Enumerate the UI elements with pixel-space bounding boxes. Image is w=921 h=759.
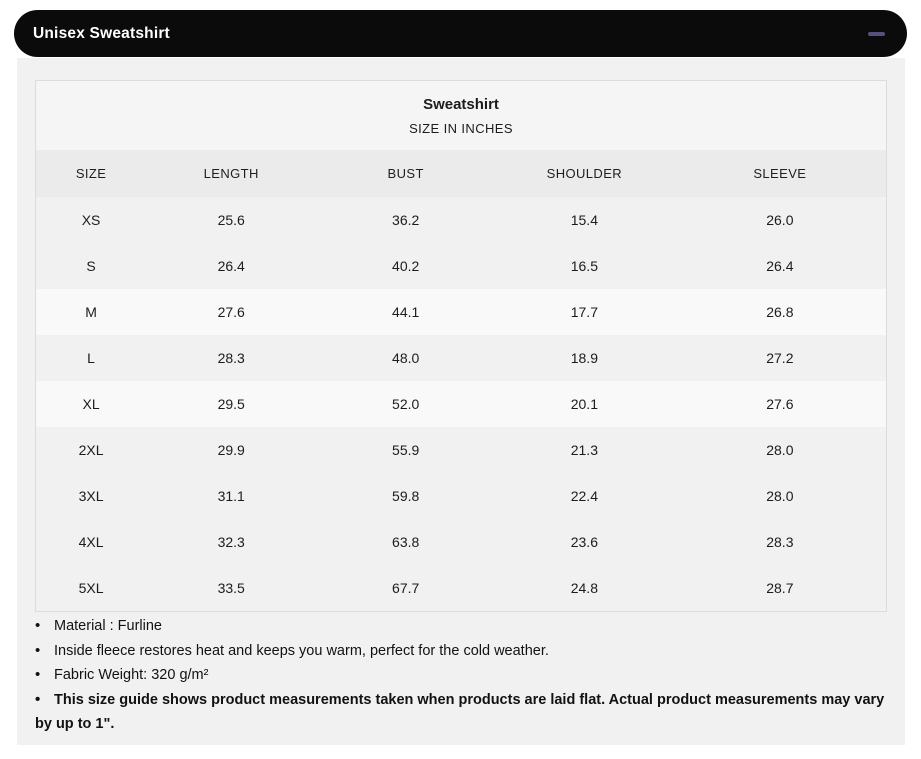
shoulder-cell: 22.4 bbox=[495, 473, 674, 519]
size-cell: M bbox=[35, 289, 147, 335]
accordion-title: Unisex Sweatshirt bbox=[33, 24, 170, 42]
size-row-m: M 27.6 44.1 17.7 26.8 bbox=[35, 289, 887, 335]
size-cell: XL bbox=[35, 381, 147, 427]
size-chart-table: Sweatshirt SIZE IN INCHES SIZE LENGTH BUST… bbox=[35, 80, 887, 612]
sleeve-cell: 28.3 bbox=[673, 519, 887, 565]
bust-cell: 44.1 bbox=[316, 289, 496, 335]
shoulder-cell: 23.6 bbox=[495, 519, 674, 565]
size-chart-panel: Sweatshirt SIZE IN INCHES SIZE LENGTH BUST… bbox=[17, 58, 905, 745]
table-title: Sweatshirt bbox=[423, 96, 499, 113]
column-header-sleeve: SLEEVE bbox=[673, 150, 887, 197]
size-cell: 4XL bbox=[35, 519, 147, 565]
bust-cell: 67.7 bbox=[316, 565, 496, 612]
size-row-3xl: 3XL 31.1 59.8 22.4 28.0 bbox=[35, 473, 887, 519]
size-cell: S bbox=[35, 243, 147, 289]
column-header-shoulder: SHOULDER bbox=[495, 150, 674, 197]
note-item: Fabric Weight: 320 g/m² bbox=[35, 663, 887, 688]
length-cell: 29.5 bbox=[146, 381, 317, 427]
size-cell: 3XL bbox=[35, 473, 147, 519]
bust-cell: 63.8 bbox=[316, 519, 496, 565]
sleeve-cell: 26.0 bbox=[673, 197, 887, 243]
bust-cell: 40.2 bbox=[316, 243, 496, 289]
note-item: This size guide shows product measuremen… bbox=[35, 688, 887, 737]
sleeve-cell: 28.0 bbox=[673, 473, 887, 519]
table-header-row: SIZE LENGTH BUST SHOULDER SLEEVE bbox=[35, 150, 887, 197]
column-header-bust: BUST bbox=[316, 150, 496, 197]
length-cell: 28.3 bbox=[146, 335, 317, 381]
table-title-row: Sweatshirt SIZE IN INCHES bbox=[35, 80, 887, 150]
sleeve-cell: 26.4 bbox=[673, 243, 887, 289]
column-header-length: LENGTH bbox=[146, 150, 317, 197]
note-item: Inside fleece restores heat and keeps yo… bbox=[35, 639, 887, 664]
sleeve-cell: 27.2 bbox=[673, 335, 887, 381]
size-cell: XS bbox=[35, 197, 147, 243]
bust-cell: 52.0 bbox=[316, 381, 496, 427]
table-subtitle: SIZE IN INCHES bbox=[409, 121, 513, 136]
note-item: Material : Furline bbox=[35, 614, 887, 639]
size-row-2xl: 2XL 29.9 55.9 21.3 28.0 bbox=[35, 427, 887, 473]
size-row-xs: XS 25.6 36.2 15.4 26.0 bbox=[35, 197, 887, 243]
size-cell: 2XL bbox=[35, 427, 147, 473]
size-row-4xl: 4XL 32.3 63.8 23.6 28.3 bbox=[35, 519, 887, 565]
length-cell: 27.6 bbox=[146, 289, 317, 335]
length-cell: 33.5 bbox=[146, 565, 317, 612]
sleeve-cell: 28.7 bbox=[673, 565, 887, 612]
bust-cell: 36.2 bbox=[316, 197, 496, 243]
size-row-5xl: 5XL 33.5 67.7 24.8 28.7 bbox=[35, 565, 887, 612]
size-cell: 5XL bbox=[35, 565, 147, 612]
bust-cell: 55.9 bbox=[316, 427, 496, 473]
sleeve-cell: 26.8 bbox=[673, 289, 887, 335]
shoulder-cell: 17.7 bbox=[495, 289, 674, 335]
sleeve-cell: 28.0 bbox=[673, 427, 887, 473]
size-row-l: L 28.3 48.0 18.9 27.2 bbox=[35, 335, 887, 381]
bust-cell: 59.8 bbox=[316, 473, 496, 519]
length-cell: 25.6 bbox=[146, 197, 317, 243]
bust-cell: 48.0 bbox=[316, 335, 496, 381]
size-row-xl: XL 29.5 52.0 20.1 27.6 bbox=[35, 381, 887, 427]
sleeve-cell: 27.6 bbox=[673, 381, 887, 427]
accordion-header[interactable]: Unisex Sweatshirt bbox=[14, 10, 907, 57]
shoulder-cell: 24.8 bbox=[495, 565, 674, 612]
length-cell: 29.9 bbox=[146, 427, 317, 473]
shoulder-cell: 15.4 bbox=[495, 197, 674, 243]
shoulder-cell: 20.1 bbox=[495, 381, 674, 427]
column-header-size: SIZE bbox=[35, 150, 147, 197]
shoulder-cell: 16.5 bbox=[495, 243, 674, 289]
size-row-s: S 26.4 40.2 16.5 26.4 bbox=[35, 243, 887, 289]
size-cell: L bbox=[35, 335, 147, 381]
length-cell: 26.4 bbox=[146, 243, 317, 289]
collapse-minus-icon[interactable] bbox=[868, 31, 885, 36]
shoulder-cell: 21.3 bbox=[495, 427, 674, 473]
shoulder-cell: 18.9 bbox=[495, 335, 674, 381]
product-notes-list: Material : FurlineInside fleece restores… bbox=[35, 614, 887, 737]
length-cell: 32.3 bbox=[146, 519, 317, 565]
length-cell: 31.1 bbox=[146, 473, 317, 519]
